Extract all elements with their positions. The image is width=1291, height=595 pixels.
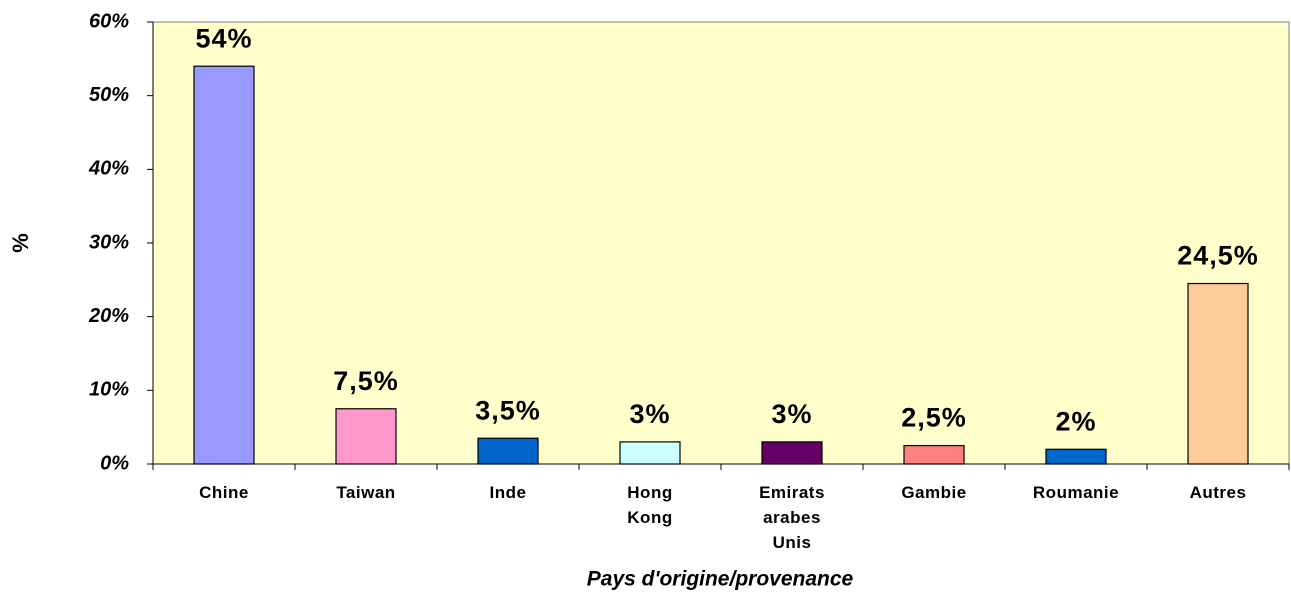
y-tick-label: 50% (89, 84, 129, 106)
value-label: 2% (1055, 406, 1096, 436)
bar (903, 444, 965, 465)
value-label: 3,5% (475, 395, 541, 425)
y-axis-label: % (8, 233, 33, 253)
bar (761, 441, 823, 465)
x-tick-label: Hong Kong (627, 483, 672, 527)
y-tick-label: 30% (89, 231, 129, 253)
value-label: 24,5% (1177, 241, 1259, 271)
value-label: 3% (629, 399, 670, 429)
value-label: 54% (195, 23, 252, 53)
x-tick-label: Emirats arabes Unis (759, 483, 825, 552)
x-tick-label: Inde (490, 483, 527, 502)
bar (335, 408, 397, 465)
y-tick-label: 60% (89, 10, 129, 32)
bar (193, 65, 255, 465)
value-label: 7,5% (333, 366, 399, 396)
value-label: 2,5% (901, 403, 967, 433)
y-tick-label: 40% (88, 158, 129, 180)
x-tick-label: Taiwan (336, 483, 395, 502)
bar (1045, 448, 1107, 465)
bar (477, 437, 539, 465)
y-tick-label: 20% (88, 305, 129, 327)
x-axis-label: Pays d'origine/provenance (587, 568, 854, 591)
bar (619, 441, 681, 465)
y-tick-label: 10% (89, 379, 129, 401)
x-tick-label: Roumanie (1033, 483, 1119, 502)
x-tick-label: Gambie (901, 483, 966, 502)
bar (1187, 282, 1249, 465)
value-label: 3% (771, 399, 812, 429)
plot-area (152, 21, 1290, 465)
x-tick-label: Chine (199, 483, 249, 502)
y-tick-label: 0% (100, 452, 129, 474)
x-tick-label: Autres (1190, 483, 1247, 502)
